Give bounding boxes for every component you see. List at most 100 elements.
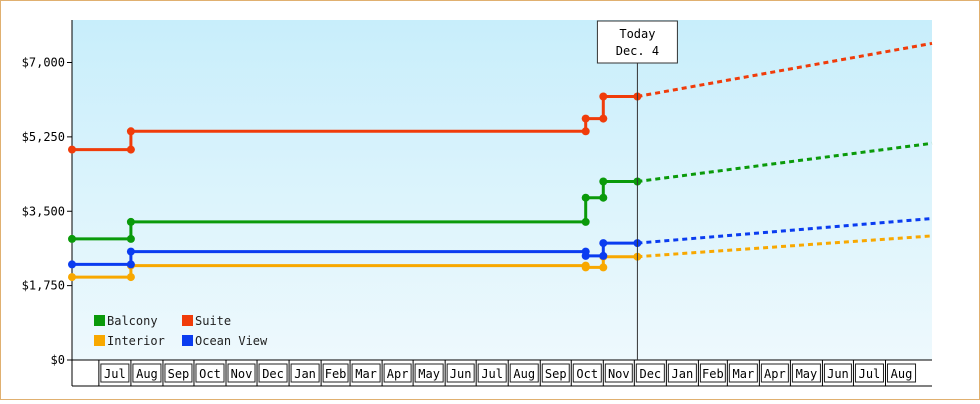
x-month-box (635, 363, 665, 383)
today-label: Today (619, 27, 655, 41)
data-point (599, 114, 608, 123)
legend-item-balcony: Balcony (94, 314, 158, 328)
forecast-line (637, 41, 933, 98)
x-tick-label: May (796, 367, 818, 381)
data-point (599, 193, 608, 202)
legend-label: Suite (195, 314, 231, 328)
data-point (126, 247, 135, 256)
forecast-line (637, 217, 933, 245)
data-point (599, 263, 608, 272)
series-layer (68, 41, 933, 282)
x-tick-label: Dec (639, 367, 661, 381)
data-point (599, 251, 608, 260)
legend-label: Balcony (107, 314, 158, 328)
x-month-box (414, 363, 444, 383)
legend-swatch (94, 315, 105, 326)
x-month-box (760, 363, 789, 383)
x-tick-label: Jul (481, 367, 503, 381)
x-month-box (351, 363, 381, 383)
x-month-box (227, 363, 256, 383)
legend-swatch (182, 315, 193, 326)
x-month-box (541, 363, 570, 383)
x-month-box (322, 363, 349, 383)
x-tick-label: Aug (136, 367, 158, 381)
legend-item-interior: Interior (94, 334, 165, 348)
x-tick-label: Oct (576, 367, 598, 381)
data-point (581, 114, 590, 123)
data-point (581, 193, 590, 202)
data-point (581, 251, 590, 260)
data-point (126, 145, 135, 154)
x-month-box (446, 363, 475, 383)
series-balcony (68, 141, 933, 243)
data-point (599, 239, 608, 248)
x-month-box (509, 363, 539, 383)
x-tick-label: Jul (859, 367, 881, 381)
x-tick-label: Mar (355, 367, 377, 381)
x-tick-label: Oct (199, 367, 221, 381)
x-tick-label: Feb (325, 367, 347, 381)
data-point (68, 145, 76, 154)
x-month-box (572, 363, 602, 383)
x-month-box (728, 363, 758, 383)
x-tick-label: Sep (168, 367, 190, 381)
x-month-box (383, 363, 412, 383)
x-tick-label: Nov (231, 367, 253, 381)
data-point (68, 260, 76, 269)
y-tick-label: $3,500 (22, 204, 65, 218)
x-tick-label: Dec (262, 367, 284, 381)
legend-item-suite: Suite (182, 314, 231, 328)
x-month-box (823, 363, 852, 383)
data-point (581, 217, 590, 226)
x-tick-label: Nov (608, 367, 630, 381)
x-tick-label: Jun (827, 367, 849, 381)
legend: Balcony Suite Interior Ocean View (94, 314, 268, 348)
today-box (596, 20, 678, 64)
x-tick-label: Jan (672, 367, 694, 381)
x-tick-label: Jul (104, 367, 126, 381)
y-axis: $0 $1,750 $3,500 $5,250 $7,000 (22, 20, 73, 386)
legend-swatch (94, 335, 105, 346)
x-month-box (477, 363, 507, 383)
data-point (126, 127, 135, 136)
data-point (126, 234, 135, 243)
x-month-box (195, 363, 225, 383)
x-tick-label: Mar (733, 367, 755, 381)
x-tick-label: Aug (513, 367, 535, 381)
forecast-line (637, 141, 933, 183)
x-month-box (100, 363, 130, 383)
legend-swatch (182, 335, 193, 346)
x-month-box (854, 363, 884, 383)
data-point (599, 92, 608, 101)
x-month-box (791, 363, 821, 383)
y-tick-label: $1,750 (22, 279, 65, 293)
series-ocean-view (68, 217, 933, 269)
forecast-line (637, 234, 933, 259)
today-date: Dec. 4 (616, 44, 659, 58)
data-point (126, 273, 135, 282)
x-tick-label: Apr (764, 367, 786, 381)
x-tick-label: Jan (294, 367, 316, 381)
x-tick-label: May (418, 367, 440, 381)
data-point (68, 234, 76, 243)
x-month-box (667, 363, 697, 383)
x-tick-label: Sep (545, 367, 567, 381)
x-tick-label: Jun (450, 367, 472, 381)
legend-label: Ocean View (195, 334, 268, 348)
y-tick-label: $7,000 (22, 56, 65, 70)
x-month-box (886, 363, 917, 383)
data-point (581, 263, 590, 272)
y-tick-label: $5,250 (22, 130, 65, 144)
x-month-box (699, 363, 726, 383)
legend-label: Interior (107, 334, 165, 348)
data-point (581, 127, 590, 136)
data-point (126, 260, 135, 269)
plot-background (72, 20, 932, 360)
x-tick-label: Apr (387, 367, 409, 381)
y-tick-label: $0 (51, 353, 65, 367)
data-point (68, 273, 76, 282)
data-point (126, 217, 135, 226)
x-month-box (604, 363, 633, 383)
